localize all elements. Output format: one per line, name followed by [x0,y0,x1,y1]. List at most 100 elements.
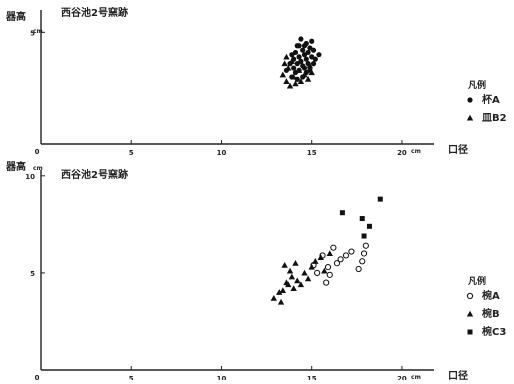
y-axis-unit: cm [33,28,43,35]
data-point [270,294,278,301]
data-point [310,61,317,67]
legend-marker [467,329,473,335]
y-tick-label: 5 [30,29,35,37]
legend-label: 皿B2 [482,113,507,124]
data-point [277,298,285,305]
data-point [333,260,341,267]
x-axis-unit: cm [411,374,421,380]
data-point [326,271,333,278]
data-point [286,82,294,89]
data-point [361,233,367,239]
legend-entry [466,310,474,317]
data-point [298,36,304,42]
data-point [337,256,344,263]
legend-entry [466,114,474,121]
data-point [321,267,328,274]
data-point [290,73,297,80]
data-point [292,80,299,87]
data-point [316,52,322,58]
data-point [297,281,305,288]
data-point [285,64,292,71]
series-椀C3 [339,196,383,239]
data-point [308,69,315,76]
data-point [359,216,365,222]
data-point [296,54,302,60]
data-point [294,277,301,284]
series-杯A [283,36,322,82]
data-point [288,58,296,64]
data-point [279,287,287,293]
data-point [314,269,321,277]
data-point [305,49,311,56]
series-皿B2 [279,53,315,89]
data-point [286,267,294,274]
data-point [291,65,297,71]
data-point [289,52,295,58]
data-point [360,250,368,257]
data-point [323,279,330,286]
series-椀B [270,250,333,305]
x-tick-label: 15 [307,375,317,380]
x-tick-label: 20 [397,375,407,380]
data-point [279,71,287,78]
chart-title: 西谷池2号窯跡 [61,6,128,19]
data-point [288,273,296,280]
legend-label: 椀B [482,307,500,320]
y-axis-unit: cm [33,165,43,172]
x-tick-label: 10 [217,149,227,157]
data-point [310,47,317,53]
data-point [326,250,333,257]
data-point [366,223,372,229]
data-point [308,263,315,270]
data-point [283,279,290,286]
data-point [303,56,309,62]
data-point [300,47,306,53]
x-tick-label: 5 [129,149,134,157]
legend-marker [466,114,474,121]
data-point [306,62,314,69]
data-point [304,76,312,82]
data-point [292,260,299,266]
data-point [309,38,315,44]
y-tick-label: 5 [30,270,35,278]
data-point [290,285,297,292]
data-point [281,261,288,268]
x-axis-label: 口径 [448,369,468,380]
data-point [362,242,369,249]
data-point [324,263,332,271]
data-point [295,67,303,73]
legend-title: 凡例 [467,79,486,91]
x-tick-label: 20 [397,149,407,157]
x-tick-label: 15 [307,149,317,157]
origin-label: 0 [35,374,40,380]
data-point [348,248,355,255]
data-point [294,43,300,49]
data-point [294,76,300,82]
data-point [359,258,366,265]
data-point [339,210,345,216]
chart-title: 西谷池2号窯跡 [61,168,128,181]
data-point [301,43,308,49]
data-point [283,78,290,85]
legend-marker [467,97,473,103]
legend-entry [467,97,473,103]
y-axis-label: 器高 [5,160,26,173]
data-point [283,53,290,60]
x-tick-label: 10 [217,375,227,380]
data-point [276,289,283,295]
data-point [301,71,308,78]
data-point [377,196,383,202]
y-axis-label: 器高 [5,10,26,23]
data-point [297,78,305,85]
data-point [312,258,319,264]
data-point [304,275,312,282]
series-椀A [310,242,369,286]
data-point [355,265,362,273]
data-point [301,65,308,71]
legend-entry [467,329,473,335]
y-tick-label: 10 [25,173,35,181]
data-point [330,244,337,251]
data-point [312,56,318,62]
